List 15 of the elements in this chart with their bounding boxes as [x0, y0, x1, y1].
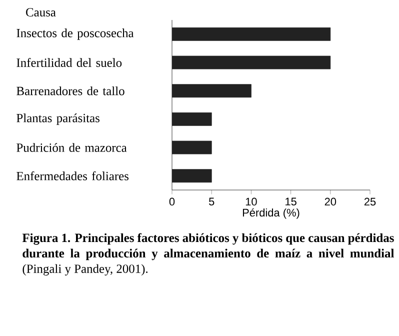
x-tick-label: 20	[324, 198, 336, 206]
y-tick-label: Enfermedades foliares	[16, 171, 128, 180]
x-tick-label: 15	[286, 198, 296, 206]
y-tick-label: Insectos de poscosecha	[16, 28, 134, 40]
y-tick-label: Pudrición de mazorca	[16, 143, 127, 152]
y-tick-label: Infertilidad del suelo	[16, 58, 122, 67]
x-tick-label: 0	[169, 198, 175, 206]
x-tick-label: 25	[364, 198, 376, 206]
y-tick-label: Plantas parásitas	[16, 114, 100, 125]
x-tick-label: 5	[208, 198, 214, 206]
text: Figura 1. Principales factores abióticos y bióticos que causan pérdidas durante la producción y almacenamiento de maíz a nivel mundial (Pingali y Pandey, 2001).	[22, 233, 394, 276]
x-axis-title: Pérdida (%)	[242, 208, 300, 219]
x-tick-label: 10	[246, 198, 257, 206]
y-axis-title: Causa	[26, 8, 56, 16]
y-tick-label: Barrenadores de tallo	[16, 86, 124, 96]
